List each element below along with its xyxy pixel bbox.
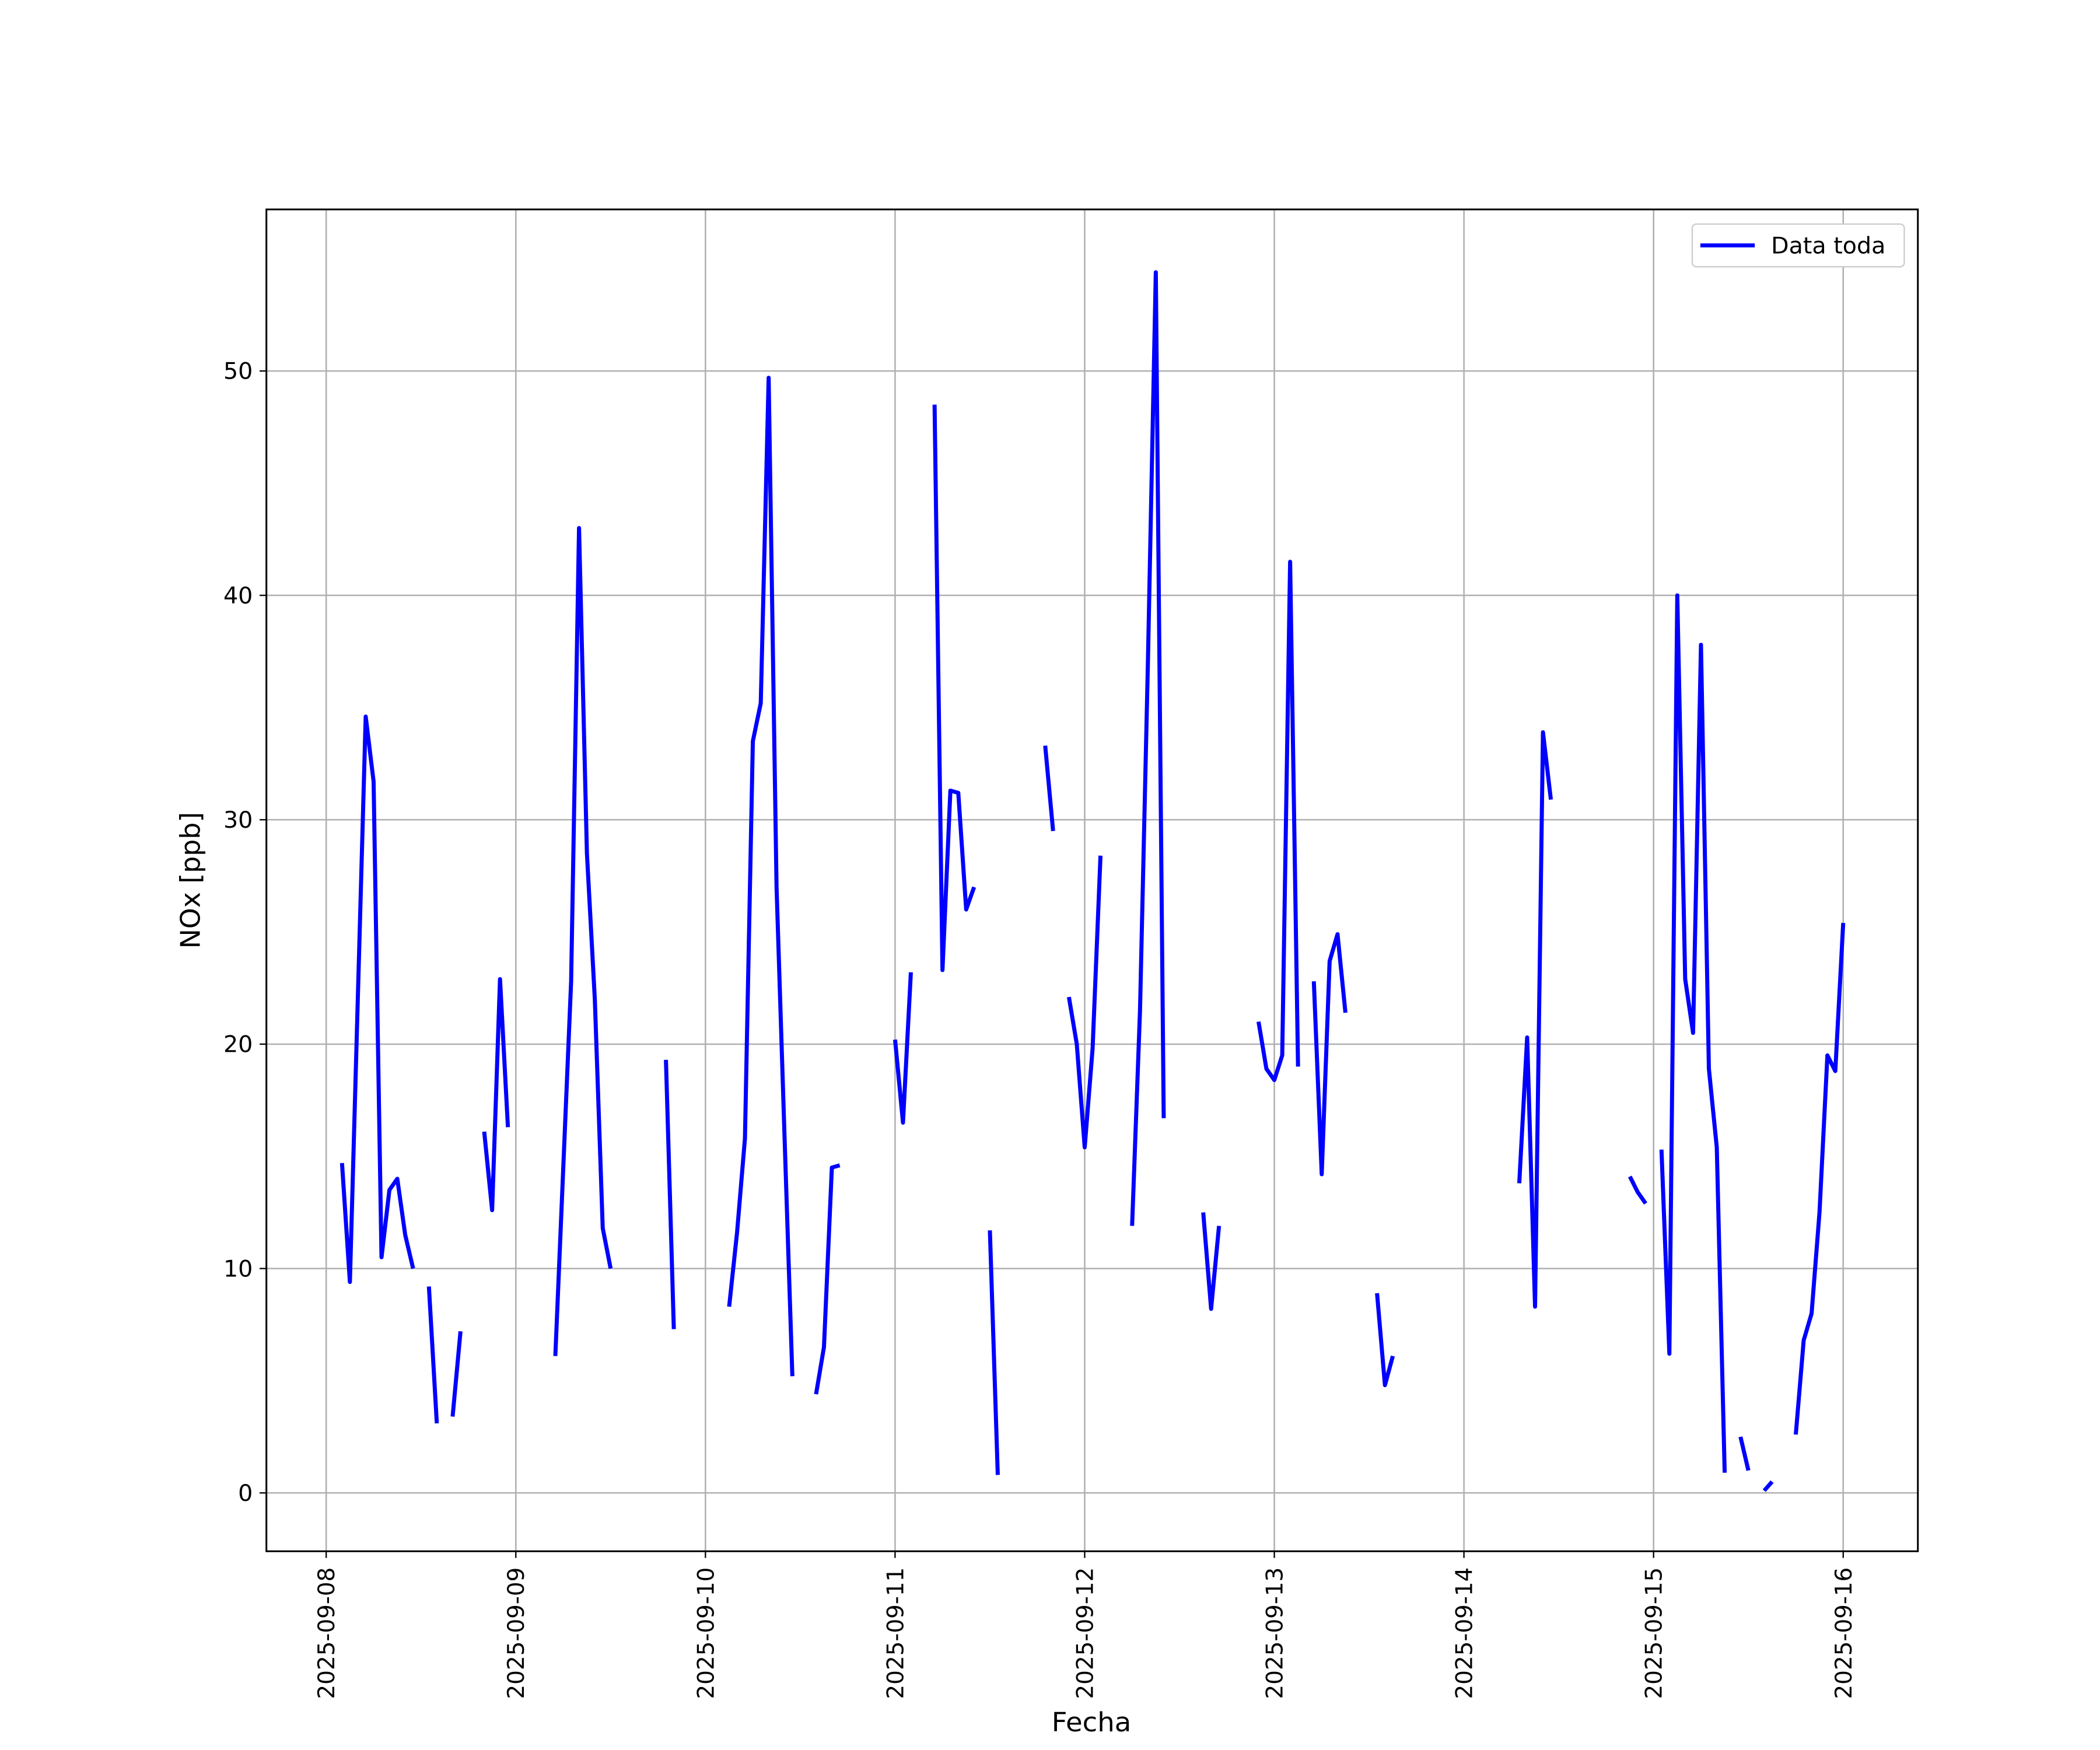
y-tick-label: 40	[223, 583, 253, 610]
plot-lines	[340, 270, 1846, 1492]
y-tick-label: 0	[238, 1480, 253, 1507]
x-tick-label: 2025-09-08	[314, 1567, 340, 1699]
plot-frame	[265, 208, 1919, 1552]
x-tick-label: 2025-09-11	[883, 1567, 909, 1699]
data-line	[340, 270, 1846, 1492]
x-tick-label: 2025-09-16	[1831, 1567, 1857, 1699]
y-tick-label: 50	[223, 359, 253, 385]
x-tick-label: 2025-09-13	[1262, 1567, 1288, 1699]
x-tick-label: 2025-09-14	[1451, 1567, 1478, 1699]
legend-box	[1691, 223, 1905, 268]
x-tick-label: 2025-09-09	[503, 1567, 530, 1699]
y-tick-label: 30	[223, 807, 253, 834]
legend-label: Data toda	[1771, 233, 1885, 260]
y-tick-label: 10	[223, 1256, 253, 1283]
x-tick-label: 2025-09-15	[1641, 1567, 1667, 1699]
y-tick-label: 20	[223, 1032, 253, 1058]
ticks: 0 10 20 30 40 50 2025-09-08 2025-09-09 2025-09-1…	[223, 359, 1857, 1699]
x-axis-label: Fecha	[1052, 1706, 1132, 1737]
x-tick-label: 2025-09-10	[693, 1567, 719, 1699]
y-axis-label: NOx [ppb]	[174, 812, 206, 949]
legend: Data toda	[1691, 223, 1905, 268]
x-tick-label: 2025-09-12	[1072, 1567, 1098, 1699]
